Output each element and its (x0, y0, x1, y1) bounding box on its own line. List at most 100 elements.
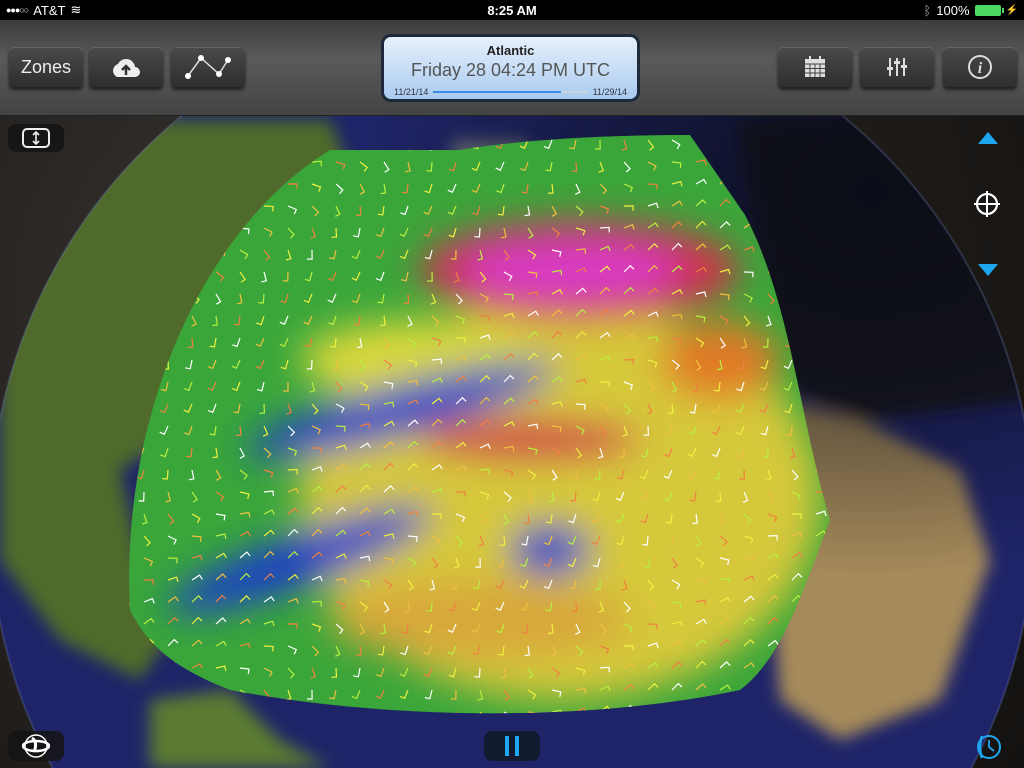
wind-barb (287, 528, 299, 537)
wind-barb (640, 447, 649, 458)
wind-barb (359, 601, 369, 612)
wind-barb (359, 183, 366, 195)
wind-barb (671, 557, 678, 569)
wind-barb (404, 601, 411, 613)
wind-barb (328, 249, 337, 260)
wind-barb (639, 491, 649, 501)
wind-barb (431, 440, 443, 449)
wind-barb (448, 667, 457, 678)
cloud-upload-button[interactable] (89, 47, 163, 87)
wind-barb (472, 645, 481, 656)
wind-barb (791, 572, 803, 581)
pause-icon (505, 736, 519, 756)
wind-barb (455, 337, 466, 343)
wind-barb (355, 205, 362, 217)
wind-barb (129, 139, 130, 148)
wind-barb (475, 557, 481, 568)
wind-barb (527, 667, 534, 679)
wind-barb (407, 337, 416, 348)
info-button[interactable]: i (943, 47, 1017, 87)
pause-button[interactable] (484, 731, 540, 761)
route-icon (185, 55, 231, 79)
wind-barb (239, 491, 250, 500)
wind-barb (335, 506, 347, 515)
wind-barb (431, 337, 442, 346)
wind-barb (407, 486, 419, 493)
wind-barb (767, 293, 775, 305)
wind-barb (450, 579, 457, 590)
wind-barb (431, 463, 443, 471)
wind-barb (663, 469, 673, 480)
locate-button[interactable] (968, 186, 1006, 222)
carrier: AT&T (33, 2, 66, 18)
settings-sliders-button[interactable] (860, 47, 934, 87)
wind-barb (524, 205, 531, 217)
wind-barb (695, 579, 706, 587)
expand-vertical-button[interactable] (8, 124, 64, 152)
wind-barb (545, 161, 553, 172)
wind-barb (383, 508, 395, 515)
calendar-button[interactable] (778, 47, 852, 87)
wind-barb (471, 623, 481, 633)
wind-barb (736, 381, 745, 392)
wind-barb (543, 557, 553, 568)
scroll-down-button[interactable] (970, 256, 1006, 284)
wind-barb (527, 291, 539, 297)
wind-barb (479, 419, 491, 427)
wind-barb (287, 645, 298, 655)
wind-barb (207, 381, 217, 392)
time-slider-fill (433, 91, 562, 93)
time-slider[interactable] (433, 91, 588, 93)
wind-barb (527, 227, 534, 239)
forecast-time-panel[interactable]: Atlantic Friday 28 04:24 PM UTC 11/21/14… (381, 34, 640, 102)
wind-barb (263, 550, 275, 559)
wind-barb (551, 353, 563, 361)
wind-barb (239, 271, 246, 283)
wind-barb (167, 557, 178, 564)
wind-barb (760, 425, 769, 436)
wind-barb (647, 662, 659, 669)
wind-barb (575, 183, 581, 195)
zones-button[interactable]: Zones (9, 47, 83, 87)
wind-barb (500, 227, 507, 239)
wind-barb (503, 332, 515, 339)
wifi-icon: ≋ (70, 2, 82, 17)
wind-barb (287, 425, 296, 437)
wind-barb (303, 315, 313, 325)
wind-barb (591, 535, 601, 546)
wind-barb (447, 623, 457, 633)
time-history-button[interactable] (970, 728, 1006, 764)
wind-barb (328, 315, 337, 326)
wind-barb (263, 645, 274, 652)
wind-barb (647, 222, 659, 229)
wind-barb (191, 662, 203, 669)
wind-barb (383, 579, 393, 590)
route-button[interactable] (171, 47, 245, 87)
wind-barb (599, 685, 611, 692)
wind-barb (311, 528, 323, 537)
clock-icon (977, 735, 1001, 759)
wind-barb (759, 403, 769, 414)
wind-barb (407, 315, 413, 327)
wind-barb (671, 161, 682, 169)
wind-barb (575, 227, 586, 236)
wind-barb (235, 425, 242, 437)
wind-barb (215, 640, 227, 647)
wind-barb (599, 425, 607, 437)
wind-barb (503, 352, 515, 361)
scroll-up-button[interactable] (970, 124, 1006, 152)
wind-barb (647, 623, 658, 630)
wind-barb (783, 381, 793, 391)
wind-barb (167, 596, 179, 603)
wind-barb (311, 485, 323, 493)
wind-barb (383, 441, 395, 449)
wind-barb (287, 623, 298, 629)
wind-barb (671, 221, 683, 229)
wind-barb (623, 264, 635, 273)
wind-barb (570, 491, 577, 502)
wind-barb (695, 159, 707, 166)
wind-barb (407, 399, 419, 405)
globe-rotate-button[interactable] (8, 731, 64, 761)
wind-barb (597, 447, 604, 459)
